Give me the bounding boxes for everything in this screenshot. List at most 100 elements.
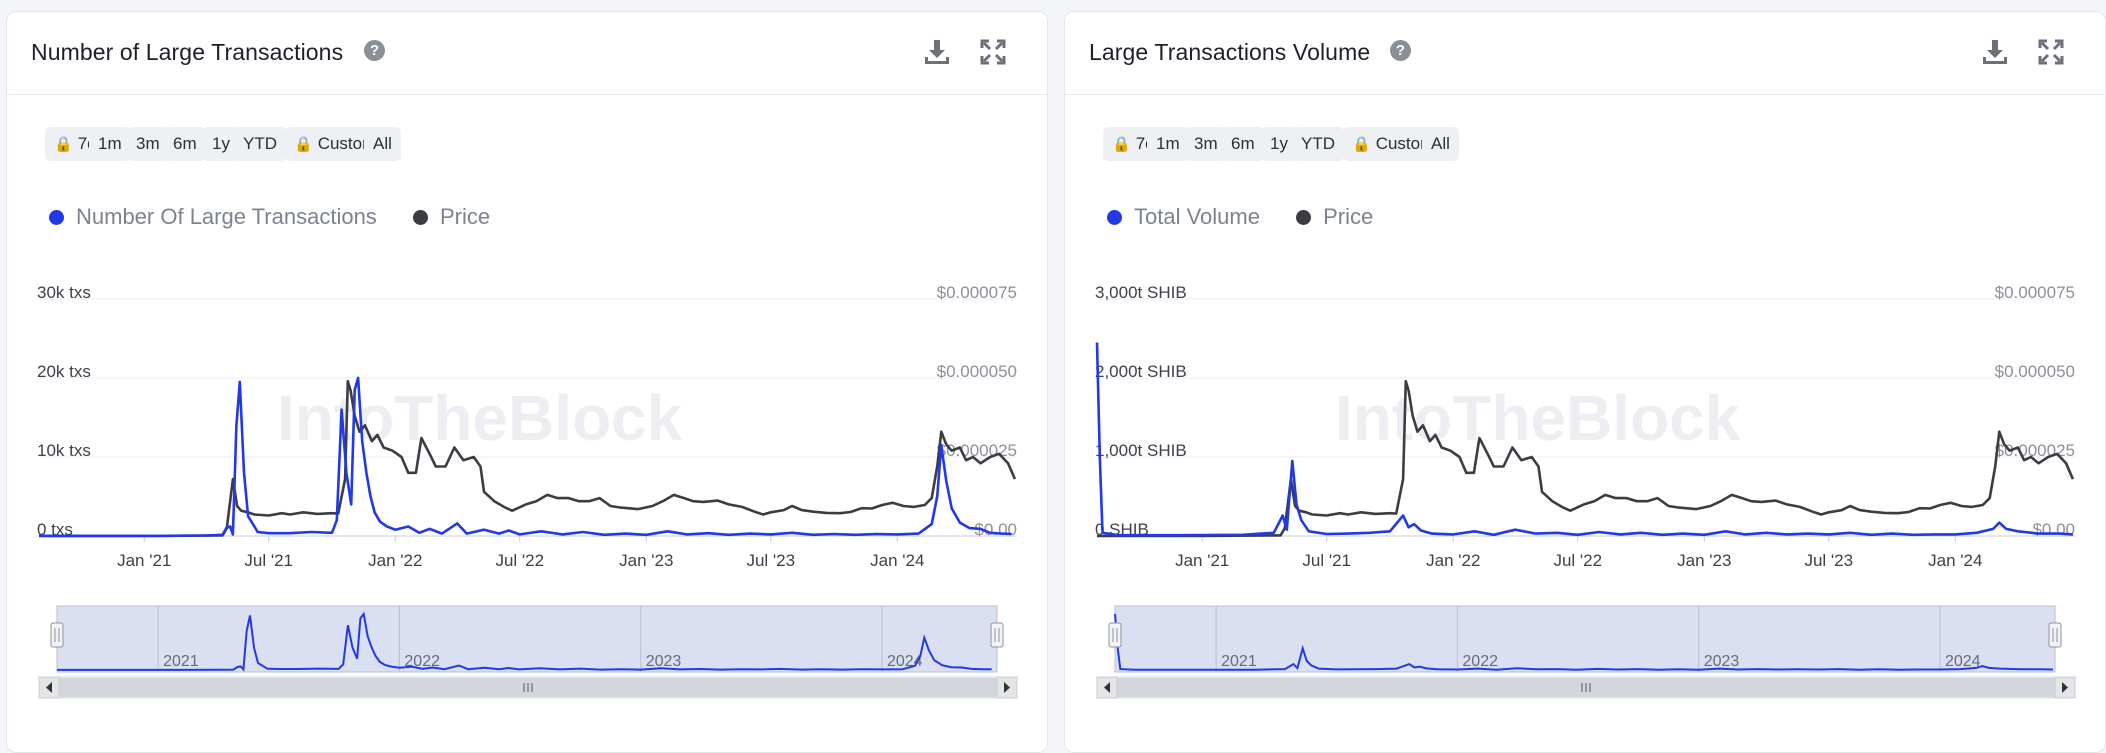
range-button-label: 1m (1156, 134, 1180, 153)
watermark: IntoTheBlock (1335, 382, 1741, 454)
range-button-3m[interactable]: 3m (127, 127, 169, 161)
x-tick-label: Jul '21 (244, 551, 293, 570)
x-tick-label: Jan '23 (1677, 551, 1731, 570)
range-button-label: 1y (212, 134, 230, 153)
series-line-price[interactable] (1097, 379, 2075, 538)
x-tick-label: Jan '22 (368, 551, 422, 570)
range-button-label: YTD (1301, 134, 1335, 153)
range-button-label: 6m (173, 134, 197, 153)
navigator-handle[interactable] (2048, 622, 2062, 648)
range-button-label: 1m (98, 134, 122, 153)
legend-dot-volume (1107, 210, 1122, 225)
x-tick-label: Jul '23 (1804, 551, 1853, 570)
y-left-tick-label: 0 txs (37, 520, 73, 539)
range-button-1y[interactable]: 1y (203, 127, 239, 161)
series-line-main[interactable] (39, 376, 1012, 538)
range-button-ytd[interactable]: YTD (1292, 127, 1344, 161)
y-left-tick-label: 30k txs (37, 283, 91, 302)
y-right-tick-label: $0.000025 (1995, 441, 2075, 460)
range-button-1y[interactable]: 1y (1261, 127, 1297, 161)
download-icon[interactable] (921, 36, 953, 68)
lock-icon: 🔒 (294, 136, 313, 153)
range-button-1m[interactable]: 1m (89, 127, 131, 161)
navigator-series-line (57, 611, 992, 672)
range-button-3m[interactable]: 3m (1185, 127, 1227, 161)
range-button-label: All (1431, 134, 1450, 153)
range-button-label: YTD (243, 134, 277, 153)
chart-legend: Number Of Large Transactions Price (49, 204, 520, 230)
range-button-label: 3m (1194, 134, 1218, 153)
legend-item-price[interactable]: Price (1323, 204, 1374, 229)
legend-dot-price (1296, 210, 1312, 225)
range-button-1m[interactable]: 1m (1147, 127, 1189, 161)
range-button-6m[interactable]: 6m (1222, 127, 1264, 161)
x-tick-label: Jan '24 (1928, 551, 1982, 570)
y-left-tick-label: 2,000t SHIB (1095, 362, 1187, 381)
y-right-tick-label: $0.000050 (937, 362, 1017, 381)
navigator-year-label: 2022 (404, 653, 440, 670)
navigator-year-label: 2022 (1462, 653, 1498, 670)
x-tick-label: Jul '23 (746, 551, 795, 570)
range-button-all[interactable]: All (1422, 127, 1459, 161)
navigator-year-label: 2023 (1704, 653, 1740, 670)
navigator-handle[interactable] (1108, 622, 1122, 648)
navigator-year-label: 2021 (1221, 653, 1257, 670)
series-line-main[interactable] (1095, 342, 2073, 537)
range-button-label: 6m (1231, 134, 1255, 153)
range-button-ytd[interactable]: YTD (234, 127, 286, 161)
scroll-right-arrow-icon (1004, 682, 1010, 693)
x-tick-label: Jul '22 (1553, 551, 1602, 570)
range-button-label: 3m (136, 134, 160, 153)
scroll-right-arrow-icon (2062, 682, 2068, 693)
y-right-tick-label: $0.000075 (937, 283, 1017, 302)
help-icon[interactable]: ? (364, 40, 385, 61)
large-transactions-volume-panel: Large Transactions Volume ? 🔒 7d 1m 3m 6m 1y Y… (1064, 11, 2106, 753)
y-right-tick-label: $0.000075 (1995, 283, 2075, 302)
help-icon[interactable]: ? (1390, 40, 1411, 61)
navigator-series-line (1114, 613, 2054, 671)
x-tick-label: Jul '22 (495, 551, 544, 570)
range-button-label: 1y (1270, 134, 1288, 153)
y-left-tick-label: 10k txs (37, 441, 91, 460)
x-tick-label: Jan '24 (870, 551, 924, 570)
y-left-tick-label: 1,000t SHIB (1095, 441, 1187, 460)
navigator-handle[interactable] (50, 622, 64, 648)
navigator-year-label: 2021 (163, 653, 199, 670)
legend-item-count[interactable]: Number Of Large Transactions (76, 204, 377, 229)
x-tick-label: Jan '21 (1175, 551, 1229, 570)
range-button-label: Custom (317, 134, 377, 153)
y-left-tick-label: 3,000t SHIB (1095, 283, 1187, 302)
navigator-handle[interactable] (990, 622, 1004, 648)
legend-dot-count (49, 210, 64, 225)
range-button-6m[interactable]: 6m (164, 127, 206, 161)
lock-icon: 🔒 (1112, 136, 1131, 153)
panel-title: Large Transactions Volume (1089, 39, 1371, 65)
legend-dot-price (412, 210, 428, 225)
fullscreen-icon[interactable] (977, 36, 1009, 68)
legend-item-volume[interactable]: Total Volume (1134, 204, 1260, 229)
watermark: IntoTheBlock (277, 382, 683, 454)
range-button-label: All (373, 134, 392, 153)
panel-header: Large Transactions Volume ? (1065, 12, 2105, 95)
scroll-left-arrow-icon (46, 682, 52, 693)
lock-icon: 🔒 (1352, 136, 1371, 153)
legend-item-price[interactable]: Price (439, 204, 491, 229)
large-transactions-count-panel: Number of Large Transactions ? 🔒 7d 1m 3m 6m… (6, 11, 1048, 753)
panel-header: Number of Large Transactions ? (7, 12, 1047, 95)
x-tick-label: Jan '21 (117, 551, 171, 570)
range-button-all[interactable]: All (364, 127, 401, 161)
panel-title: Number of Large Transactions (31, 39, 344, 65)
chart-legend: Total Volume Price (1107, 204, 1403, 230)
navigator-selection[interactable] (56, 605, 998, 673)
download-icon[interactable] (1979, 36, 2011, 68)
navigator-year-label: 2024 (1945, 653, 1981, 670)
scroll-left-arrow-icon (1104, 682, 1110, 693)
x-tick-label: Jan '22 (1426, 551, 1480, 570)
navigator-year-label: 2023 (646, 653, 682, 670)
chart-area: IntoTheBlock 0 txs 10k txs 20k txs 30k txs $0… (37, 283, 1018, 699)
fullscreen-icon[interactable] (2035, 36, 2067, 68)
lock-icon: 🔒 (54, 136, 73, 153)
range-button-label: Custom (1375, 134, 1435, 153)
y-right-tick-label: $0.000050 (1995, 362, 2075, 381)
